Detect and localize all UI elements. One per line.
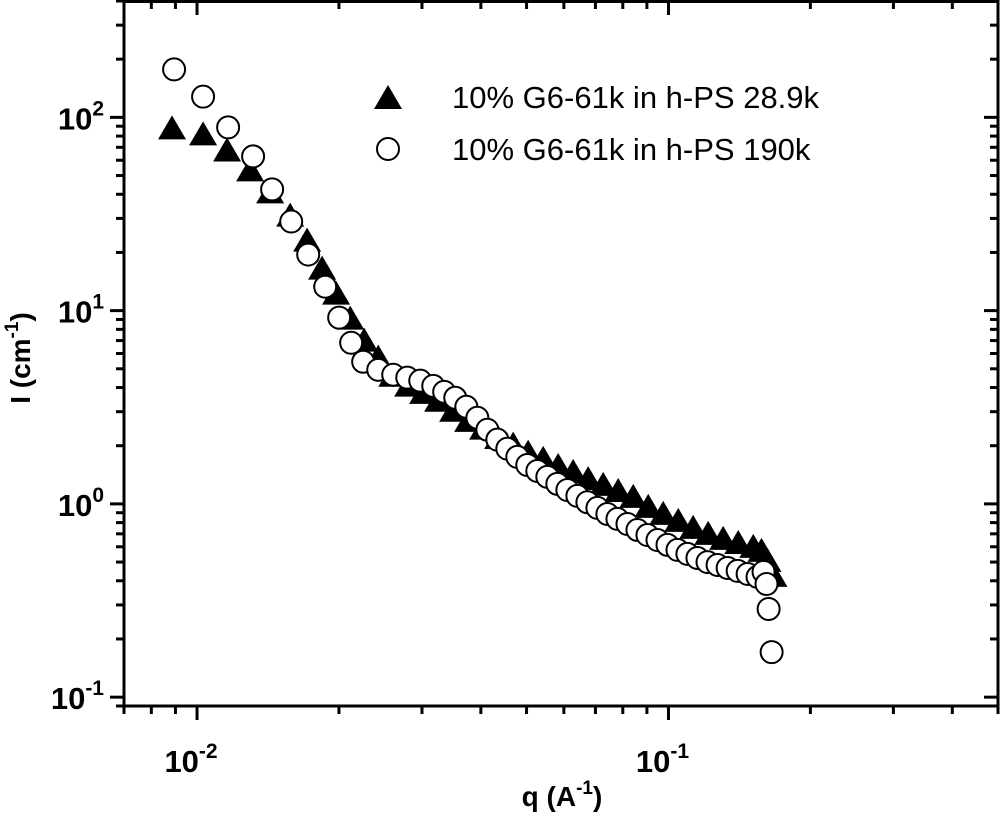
triangle-point	[664, 507, 693, 532]
x-axis-label: q (A-1)	[522, 778, 603, 812]
y-tick-label: 101	[58, 291, 104, 330]
circle-point	[191, 84, 216, 109]
circle-point	[241, 144, 266, 169]
legend-label-series-2: 10% G6-61k in h-PS 190k	[452, 132, 811, 167]
triangle-point	[649, 500, 678, 525]
x-tick-label: 10-2	[164, 740, 217, 779]
triangle-point	[604, 477, 633, 502]
triangle-point	[589, 471, 618, 496]
circle-point	[296, 242, 321, 267]
legend-marker-circle	[376, 137, 400, 161]
triangle-point	[709, 525, 738, 550]
triangle-point	[236, 157, 265, 182]
circle-point	[279, 209, 304, 234]
triangle-point	[634, 493, 663, 518]
circle-point	[260, 177, 285, 202]
triangle-point	[619, 483, 648, 508]
triangle-point	[213, 137, 242, 162]
x-tick-label: 10-1	[636, 740, 689, 779]
triangle-point	[308, 255, 337, 280]
legend-marker-triangle	[374, 85, 402, 109]
legend: 10% G6-61k in h-PS 28.9k 10% G6-61k in h…	[374, 80, 820, 167]
circle-point	[162, 57, 187, 82]
triangle-point	[322, 280, 351, 305]
legend-label-series-1: 10% G6-61k in h-PS 28.9k	[452, 80, 820, 115]
data-marks	[158, 57, 788, 665]
y-axis-label: I (cm-1)	[2, 312, 36, 404]
y-tick-label: 100	[58, 484, 104, 523]
triangle-point	[694, 520, 723, 545]
plot-frame	[122, 0, 1000, 708]
tick-labels: 10-2 10-1 10-1 100 101 102	[51, 97, 690, 779]
y-tick-label: 10-1	[51, 677, 104, 716]
circle-point	[754, 572, 779, 597]
circle-point	[759, 640, 784, 665]
circle-point	[313, 274, 338, 299]
triangle-point	[189, 121, 218, 146]
circle-point	[339, 330, 364, 355]
circle-point	[327, 305, 352, 330]
circle-point	[756, 596, 781, 621]
triangle-point	[679, 514, 708, 539]
circle-point	[216, 115, 241, 140]
triangle-point	[574, 466, 603, 491]
triangle-point	[158, 115, 187, 140]
y-tick-label: 102	[58, 97, 104, 136]
